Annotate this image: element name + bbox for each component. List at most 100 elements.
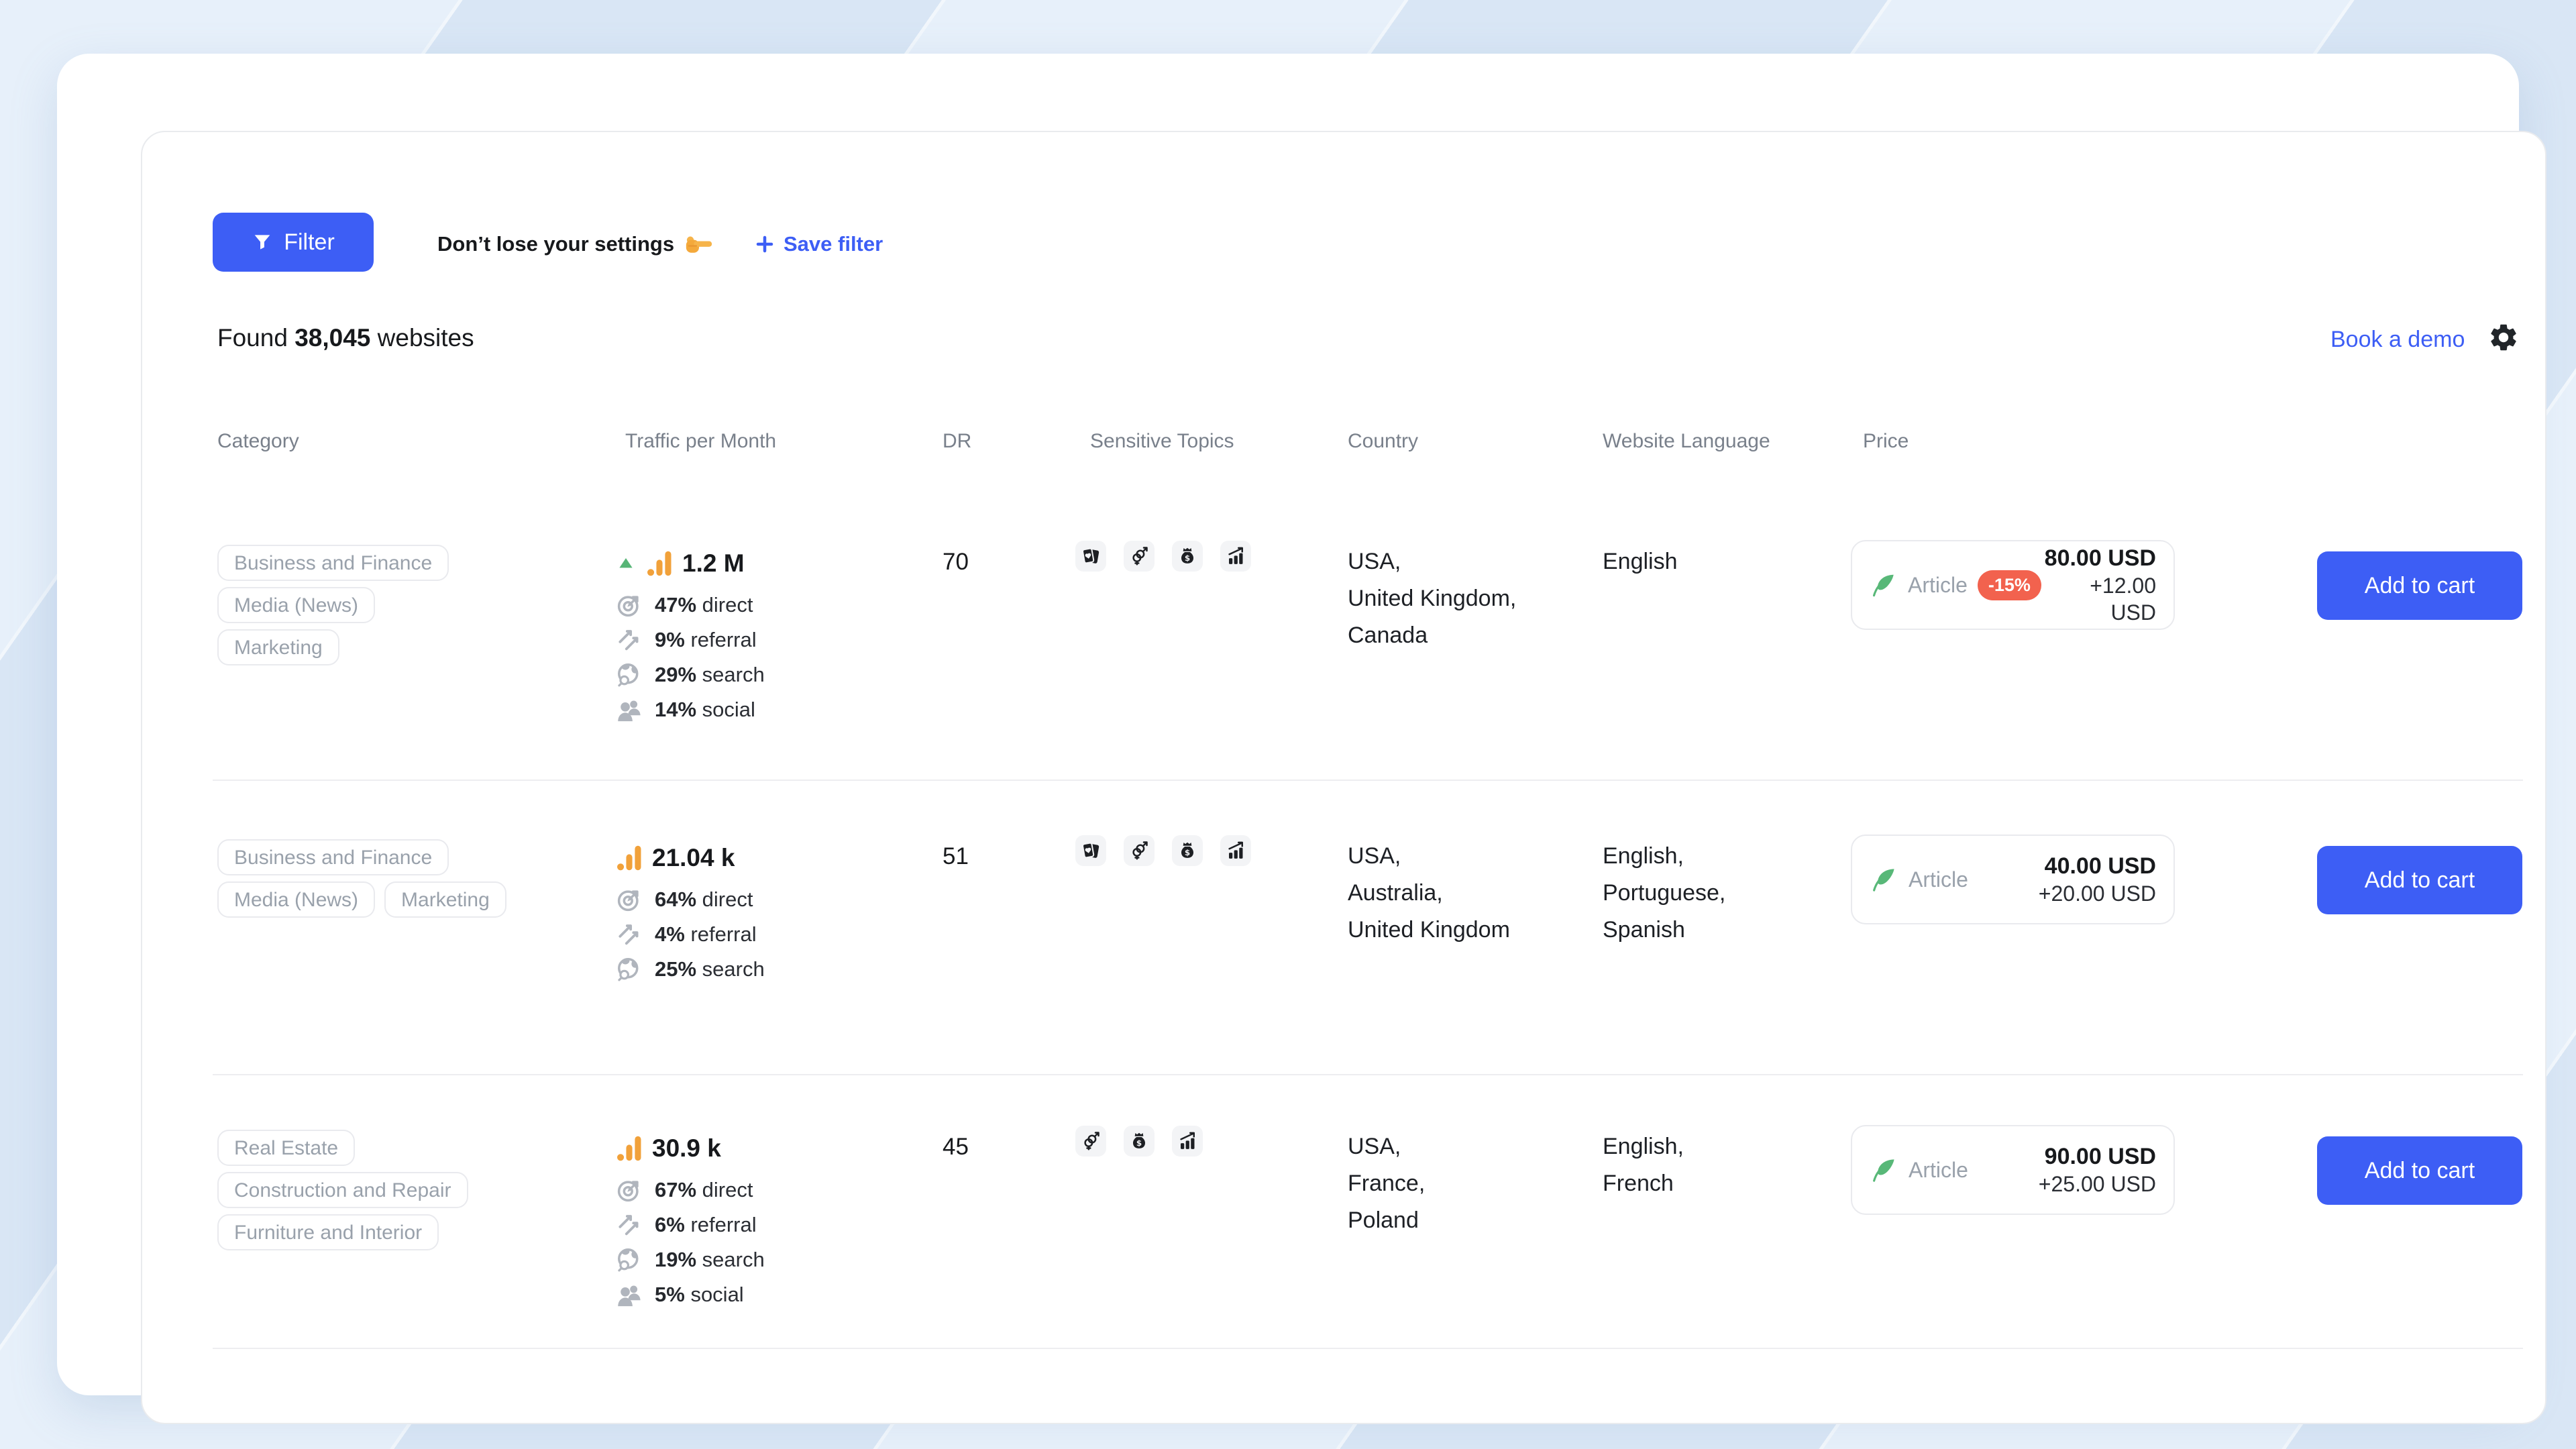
funnel-icon [252,231,273,253]
column-header-price: Price [1863,430,1909,452]
save-filter-label: Save filter [784,232,883,256]
price-extra: +25.00 USD [2038,1172,2156,1196]
referral-arrows-icon [615,626,643,654]
traffic-stat: 47% direct [615,590,765,620]
traffic-total: 30.9 k [652,1134,721,1162]
category-tags: Real Estate Construction and Repair Furn… [217,1130,468,1250]
dr-value: 70 [943,549,969,575]
column-header-country: Country [1348,430,1419,452]
add-to-cart-button[interactable]: Add to cart [2317,1136,2522,1205]
analytics-bars-icon [615,1134,643,1163]
table-row: Real Estate Construction and Repair Furn… [142,1125,2548,1348]
traffic-total: 1.2 M [682,549,745,577]
traffic-cell: 1.2 M 47% direct 9% referral 29% search [615,549,765,724]
price-type-label: Article [1909,1157,1968,1182]
price-main: 90.00 USD [2044,1144,2156,1169]
main-card: Filter Don’t lose your settings Save fil… [57,54,2546,1424]
globe-search-icon [615,661,643,689]
table-row: Business and Finance Media (News) Market… [142,540,2548,780]
price-type-label: Article [1908,572,1968,597]
column-header-dr: DR [943,430,972,452]
money-loans-icon [1172,541,1203,572]
price-type-label: Article [1909,867,1968,892]
column-header-sensitive-topics: Sensitive Topics [1090,430,1234,452]
direct-target-icon [615,885,643,914]
category-tag: Furniture and Interior [217,1214,439,1250]
filter-button-label: Filter [284,229,335,255]
traffic-cell: 21.04 k 64% direct 4% referral 25% searc… [615,843,765,984]
settings-hint: Don’t lose your settings [437,227,714,261]
country-cell: USA, France, Poland [1348,1134,1426,1233]
price-main: 80.00 USD [2044,545,2156,571]
traffic-stat: 5% social [615,1280,765,1309]
row-divider [213,1348,2523,1349]
country-cell: USA, Australia, United Kingdom [1348,843,1510,943]
gambling-cards-icon [1075,541,1106,572]
category-tag: Media (News) [217,587,376,623]
column-header-language: Website Language [1603,430,1770,452]
traffic-stat: 19% search [615,1245,765,1275]
money-loans-icon [1124,1126,1155,1157]
category-tags: Business and Finance Media (News) Market… [217,839,506,918]
adult-dating-icon [1124,835,1155,866]
traffic-stat: 9% referral [615,625,765,655]
social-people-icon [615,1281,643,1309]
row-divider [213,780,2523,781]
results-count-suffix: websites [377,324,474,352]
trending-up-icon [615,553,637,574]
category-tag: Business and Finance [217,545,449,581]
column-header-category: Category [217,430,299,452]
category-tags: Business and Finance Media (News) Market… [217,545,449,665]
investments-chart-icon [1220,835,1251,866]
social-people-icon [615,696,643,724]
save-filter-button[interactable]: Save filter [754,227,883,261]
analytics-bars-icon [645,549,674,578]
globe-search-icon [615,955,643,983]
row-divider [213,1074,2523,1075]
dr-value: 51 [943,843,969,869]
language-cell: English [1603,549,1678,574]
results-count-value: 38,045 [294,324,371,352]
price-card: Article 40.00 USD +20.00 USD [1851,835,2175,924]
price-card: Article -15% 80.00 USD +12.00 USD [1851,540,2175,630]
traffic-stat: 25% search [615,955,765,984]
add-to-cart-button[interactable]: Add to cart [2317,551,2522,620]
direct-target-icon [615,1176,643,1204]
feather-article-icon [1870,865,1898,894]
plus-icon [754,233,775,255]
price-extra: +20.00 USD [2038,881,2156,906]
traffic-stat: 6% referral [615,1210,765,1240]
language-cell: English, French [1603,1134,1684,1196]
add-to-cart-button[interactable]: Add to cart [2317,846,2522,914]
sensitive-topics-cell [1075,541,1251,572]
traffic-cell: 30.9 k 67% direct 6% referral 19% search [615,1134,765,1309]
sensitive-topics-cell [1075,835,1251,866]
category-tag: Media (News) [217,881,376,918]
traffic-stat: 14% social [615,695,765,724]
analytics-bars-icon [615,844,643,872]
category-tag: Marketing [384,881,506,918]
feather-article-icon [1870,1156,1898,1184]
feather-article-icon [1870,571,1897,599]
column-header-traffic: Traffic per Month [625,430,777,452]
traffic-total: 21.04 k [652,844,735,871]
gambling-cards-icon [1075,835,1106,866]
category-tag: Business and Finance [217,839,449,875]
book-a-demo-link[interactable]: Book a demo [2330,327,2465,352]
traffic-stat: 67% direct [615,1175,765,1205]
money-loans-icon [1172,835,1203,866]
adult-dating-icon [1075,1126,1106,1157]
country-cell: USA, United Kingdom, Canada [1348,549,1517,648]
filter-button[interactable]: Filter [213,213,374,272]
referral-arrows-icon [615,1211,643,1239]
traffic-stat: 64% direct [615,885,765,914]
price-main: 40.00 USD [2044,853,2156,879]
investments-chart-icon [1172,1126,1203,1157]
sensitive-topics-cell [1075,1126,1203,1157]
globe-search-icon [615,1246,643,1274]
category-tag: Construction and Repair [217,1172,468,1208]
settings-gear-icon[interactable] [2487,321,2520,354]
category-tag: Marketing [217,629,339,665]
settings-hint-label: Don’t lose your settings [437,232,675,256]
